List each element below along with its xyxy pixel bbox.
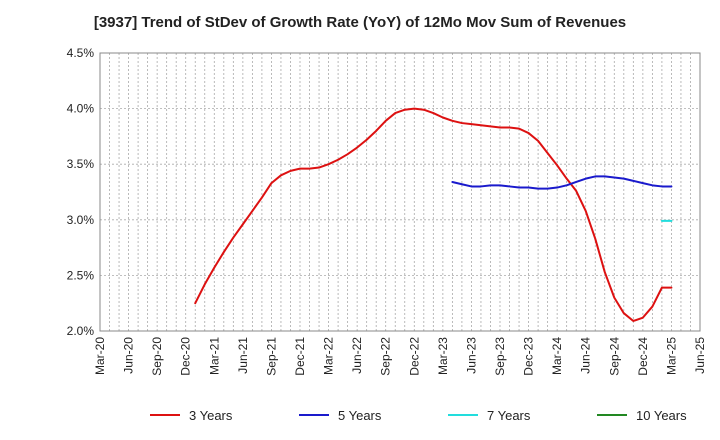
x-tick-label: Mar-25 [664,337,678,375]
axis-layer: 2.0% 2.5% 3.0% 3.5% 4.0% 4.5% Mar-20 Jun-20 Sep-… [67,46,707,376]
x-tick-label: Dec-20 [179,337,193,376]
x-tick-label: Jun-23 [464,337,478,374]
x-tick-label: Mar-23 [436,337,450,375]
series-line-3-years [194,107,673,322]
x-tick-label: Dec-23 [522,337,536,376]
series-line-5-years [451,175,673,190]
y-tick-label: 4.5% [67,46,95,60]
plot-frame [99,52,701,332]
x-tick-label: Sep-21 [264,337,278,376]
legend-label-5-years: 5 Years [338,408,382,423]
y-tick-label: 2.0% [67,324,95,338]
x-tick-label: Mar-22 [322,337,336,375]
x-tick-label: Dec-22 [407,337,421,376]
x-tick-label: Mar-20 [93,337,107,375]
x-tick-label: Dec-21 [293,337,307,376]
y-tick-label: 3.0% [67,213,95,227]
grid-layer [100,53,700,331]
x-tick-label: Jun-25 [693,337,707,374]
x-tick-label: Mar-21 [207,337,221,375]
y-tick-label: 3.5% [67,157,95,171]
x-tick-label: Jun-22 [350,337,364,374]
series-layer [194,107,673,322]
x-tick-label: Jun-21 [236,337,250,374]
x-tick-label: Sep-23 [493,337,507,376]
x-tick-label: Jun-20 [122,337,136,374]
legend-label-10-years: 10 Years [636,408,687,423]
x-tick-label: Sep-22 [379,337,393,376]
legend-label-3-years: 3 Years [189,408,233,423]
chart-title: [3937] Trend of StDev of Growth Rate (Yo… [93,14,627,31]
legend-label-7-years: 7 Years [487,408,531,423]
x-tick-label: Sep-20 [150,337,164,376]
y-tick-label: 4.0% [67,102,95,116]
y-tick-label: 2.5% [67,268,95,282]
x-tick-label: Sep-24 [607,337,621,376]
legend-layer: 3 Years 5 Years 7 Years 10 Years [150,408,687,423]
x-tick-label: Jun-24 [579,337,593,374]
x-tick-label: Mar-24 [550,337,564,375]
x-tick-label: Dec-24 [636,337,650,376]
